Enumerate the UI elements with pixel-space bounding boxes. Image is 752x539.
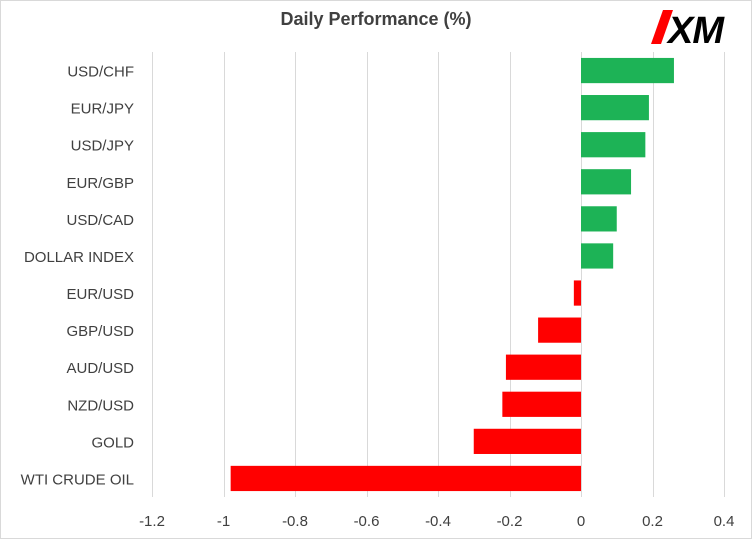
bar xyxy=(573,280,581,306)
x-tick-label: -0.8 xyxy=(282,513,308,530)
x-tick-label: -0.6 xyxy=(354,513,380,530)
category-label: USD/JPY xyxy=(71,138,134,155)
x-tick-label: -0.4 xyxy=(425,513,451,530)
bar xyxy=(581,132,646,158)
bar xyxy=(581,243,614,269)
bar xyxy=(473,428,581,454)
category-label: USD/CAD xyxy=(66,212,134,229)
x-tick-label: -1.2 xyxy=(139,513,165,530)
category-label: NZD/USD xyxy=(67,397,134,414)
x-tick-label: 0.2 xyxy=(642,513,663,530)
x-tick-label: -1 xyxy=(217,513,230,530)
category-label: DOLLAR INDEX xyxy=(24,249,134,266)
chart-title: Daily Performance (%) xyxy=(280,9,472,29)
logo-text: XM xyxy=(666,10,725,48)
category-label: EUR/USD xyxy=(66,286,134,303)
bar xyxy=(581,206,617,232)
bars xyxy=(230,57,674,492)
bar xyxy=(581,57,674,84)
category-label: AUD/USD xyxy=(66,360,134,377)
x-tick-labels: -1.2 -1 -0.8 -0.6 -0.4 -0.2 0 0.2 0.4 xyxy=(139,513,734,530)
category-label: GBP/USD xyxy=(66,323,134,340)
bar xyxy=(230,465,581,492)
grid-lines xyxy=(152,52,725,497)
x-tick-label: 0.4 xyxy=(714,513,735,530)
category-label: EUR/JPY xyxy=(71,101,134,118)
category-label: EUR/GBP xyxy=(66,175,134,192)
category-label: WTI CRUDE OIL xyxy=(21,471,134,488)
logo-red-slash xyxy=(651,10,673,44)
bar xyxy=(581,169,632,195)
category-label: GOLD xyxy=(91,434,134,451)
category-labels: USD/CHF EUR/JPY USD/JPY EUR/GBP USD/CAD DOLLA… xyxy=(21,64,135,489)
bar xyxy=(505,354,581,380)
bar xyxy=(502,391,581,417)
bar xyxy=(581,95,649,121)
category-label: USD/CHF xyxy=(67,64,134,81)
x-tick-label: 0 xyxy=(577,513,585,530)
x-tick-label: -0.2 xyxy=(497,513,523,530)
xm-logo: XM xyxy=(651,10,726,48)
bar xyxy=(538,317,581,343)
